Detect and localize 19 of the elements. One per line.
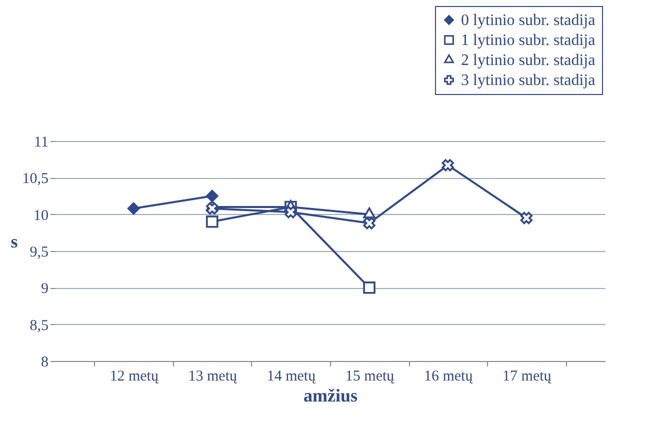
x-axis-title: amžius: [304, 386, 358, 406]
y-tick-label: 8: [41, 354, 48, 370]
y-axis-title: s: [10, 232, 18, 252]
y-tick-label: 9,5: [30, 244, 48, 260]
legend-label: 0 lytinio subr. stadija: [461, 12, 596, 29]
y-tick-label: 10: [34, 208, 48, 224]
x-tick-label: 17 metų: [502, 368, 552, 384]
y-tick-label: 8,5: [30, 318, 48, 334]
x-tick-label: 12 metų: [110, 368, 159, 384]
legend-label: 2 lytinio subr. stadija: [461, 52, 596, 69]
x-tick-label: 15 metų: [345, 368, 395, 384]
y-tick-label: 11: [34, 134, 48, 150]
x-tick-label: 16 metų: [424, 368, 474, 384]
x-tick-label: 14 metų: [266, 368, 316, 384]
x-tick-label: 13 metų: [188, 368, 238, 384]
y-tick-label: 10,5: [22, 171, 48, 188]
legend-label: 3 lytinio subr. stadija: [461, 72, 596, 89]
y-tick-label: 9: [41, 281, 48, 298]
legend-label: 1 lytinio subr. stadija: [461, 32, 596, 49]
